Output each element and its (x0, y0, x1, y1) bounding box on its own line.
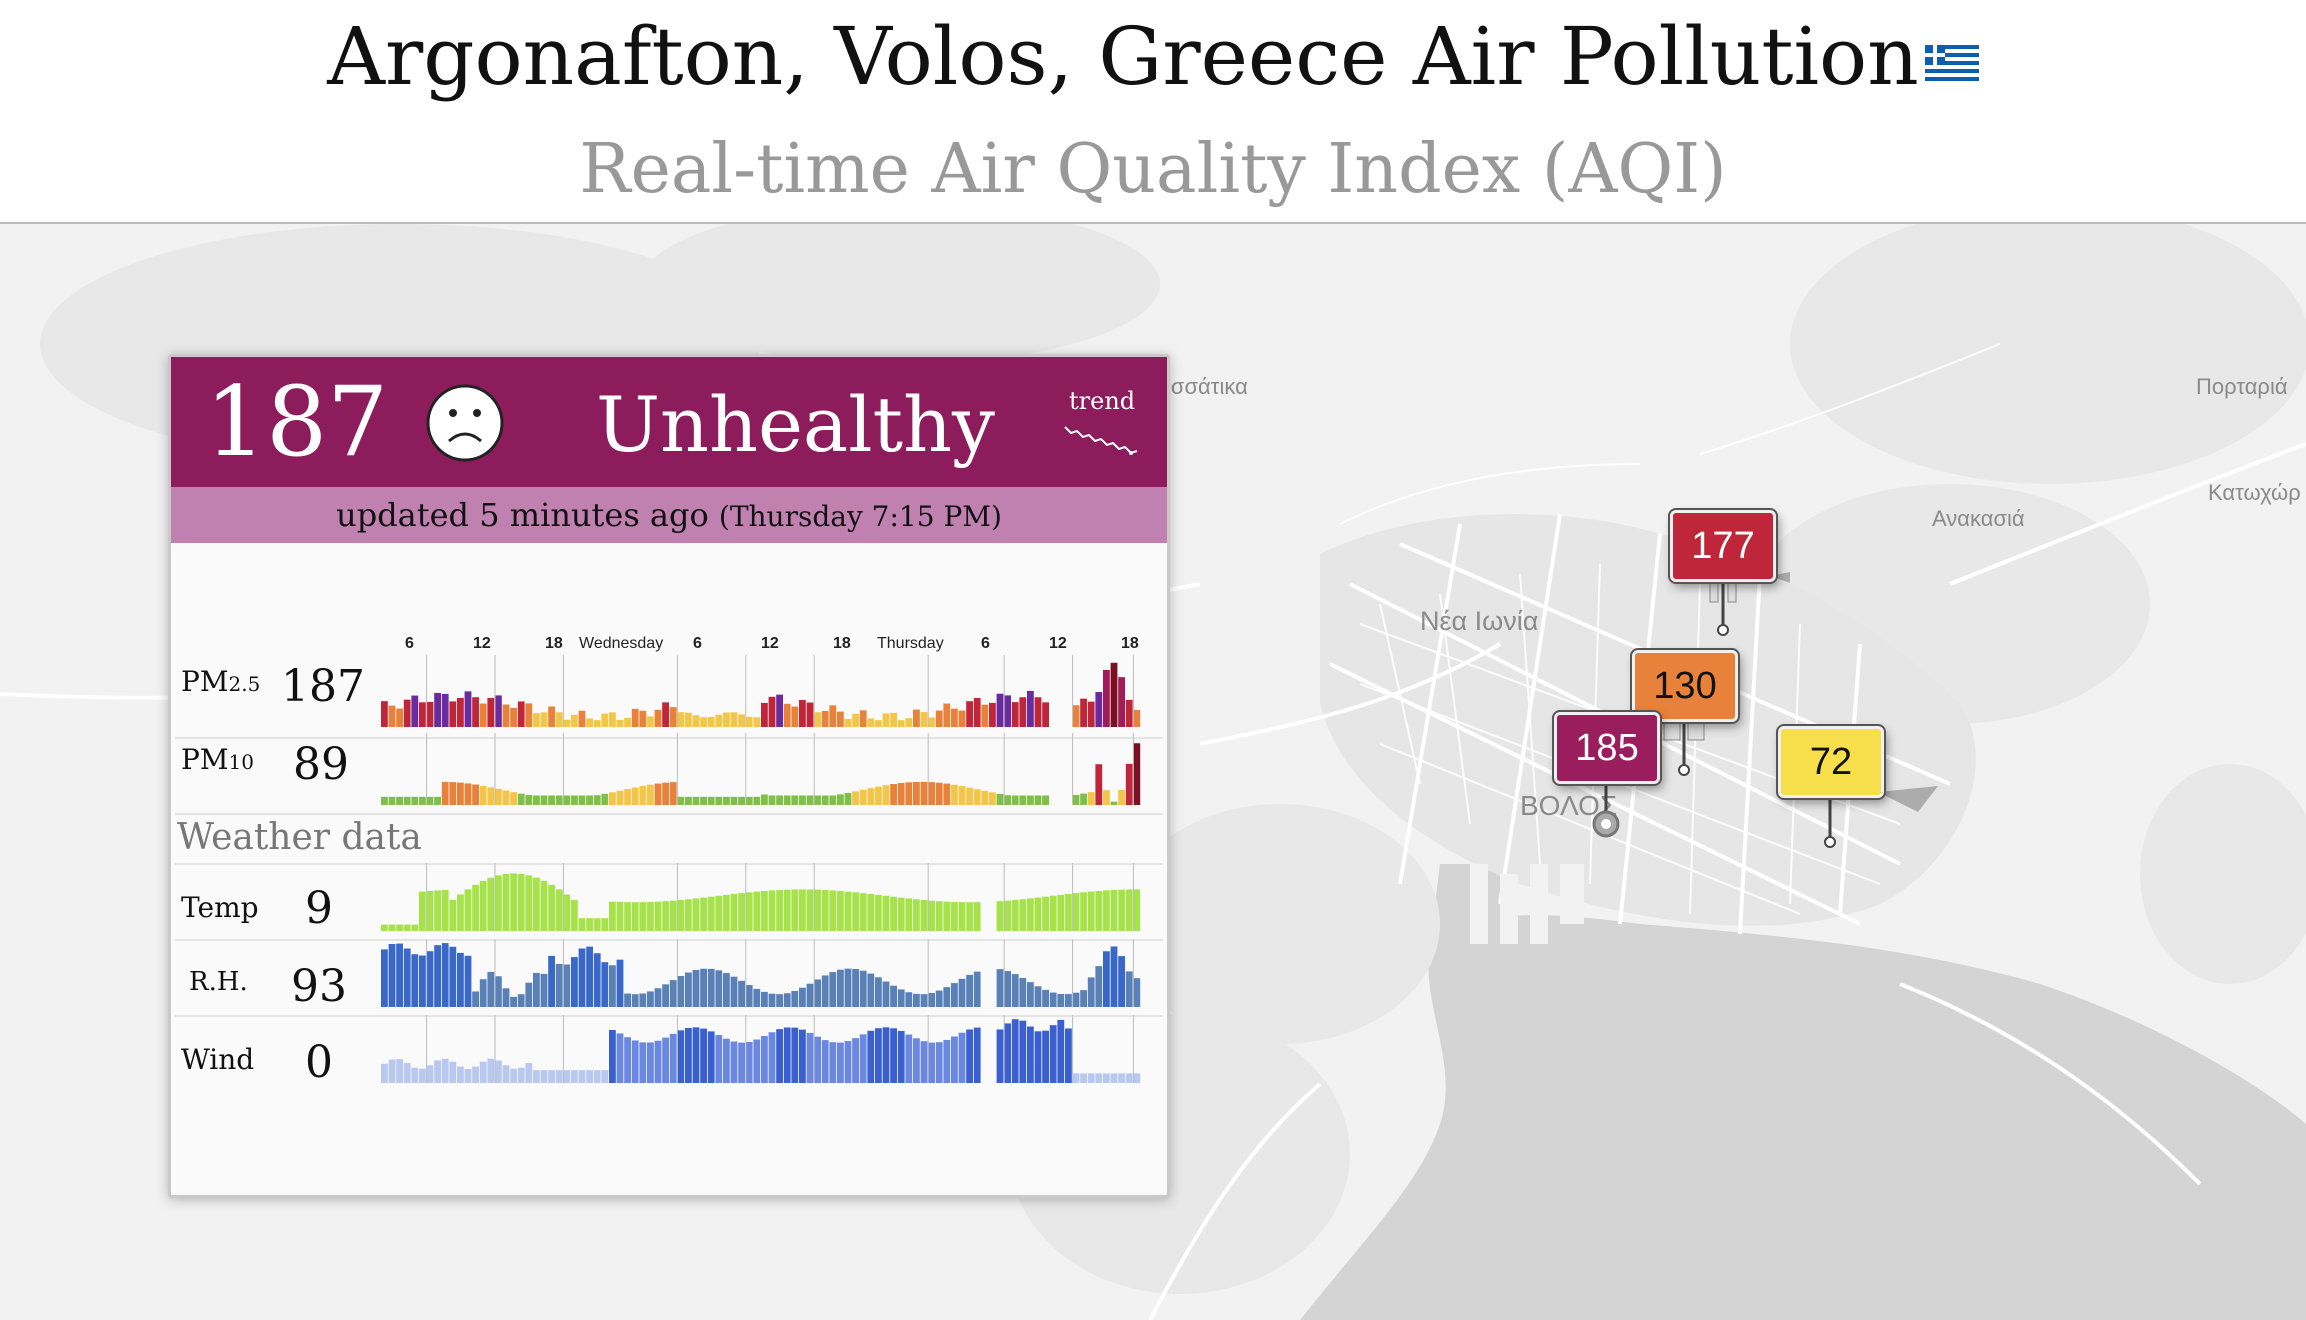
pm25-label-main: PM (181, 665, 229, 698)
tick-label: 18 (1121, 635, 1139, 652)
row-separator (175, 813, 1163, 815)
rh-history-bars[interactable] (381, 939, 1141, 1015)
pm25-label-sub: 2.5 (228, 672, 261, 696)
tick-label: 12 (761, 635, 779, 652)
updated-text: updated 5 minutes ago (336, 496, 709, 534)
aqi-info-card: 187 Unhealthy trend updated 5 minutes ag… (168, 354, 1170, 1198)
row-separator (175, 863, 1163, 865)
tick-label: Wednesday (579, 635, 664, 652)
pm10-label-main: PM (181, 743, 229, 776)
temp-history-bars[interactable] (381, 863, 1141, 939)
station-aqi-value: 130 (1632, 650, 1738, 722)
page-header: Argonafton, Volos, Greece Air Pollution … (0, 0, 2306, 224)
tick-label: 12 (473, 635, 491, 652)
page-title: Argonafton, Volos, Greece Air Pollution (0, 2, 2306, 112)
rh-value: 93 (291, 961, 347, 1012)
trend-sparkline-icon[interactable] (1061, 419, 1141, 459)
aqi-header-bar: 187 Unhealthy trend (171, 357, 1167, 487)
aqi-value: 187 (205, 366, 389, 478)
tick-label: 18 (545, 635, 563, 652)
tick-label: 6 (405, 635, 414, 652)
map-label-portaria: Πορταριά (2196, 374, 2288, 399)
wind-value: 0 (305, 1037, 333, 1088)
trend-label[interactable]: trend (1069, 387, 1136, 415)
row-separator (175, 939, 1163, 941)
wind-history-bars[interactable] (381, 1015, 1141, 1091)
row-separator (175, 1015, 1163, 1017)
pm25-value: 187 (281, 661, 365, 712)
marker-pin-icon (1824, 786, 1938, 848)
pm10-label: PM10 (181, 743, 254, 776)
temp-label: Temp (181, 891, 259, 924)
station-aqi-value: 185 (1554, 712, 1660, 784)
map-label-lissatika: ισσάτικα (1166, 374, 1248, 399)
pm10-value: 89 (293, 739, 349, 790)
updated-time: (Thursday 7:15 PM) (718, 500, 1002, 533)
tick-label: Thursday (877, 635, 944, 652)
sad-face-icon (426, 384, 504, 462)
rh-label: R.H. (189, 967, 248, 997)
map-label-anakasia: Ανακασιά (1932, 506, 2025, 531)
pm10-label-sub: 10 (228, 750, 254, 774)
tick-label: 12 (1049, 635, 1067, 652)
wind-label: Wind (181, 1043, 255, 1076)
page-title-text: Argonafton, Volos, Greece Air Pollution (327, 10, 1919, 103)
update-bar: updated 5 minutes ago (Thursday 7:15 PM) (171, 487, 1167, 543)
temp-value: 9 (305, 883, 333, 934)
marker-pin-icon (1592, 778, 1620, 838)
marker-pin-icon (1663, 715, 1705, 776)
tick-label: 6 (693, 635, 702, 652)
row-separator (175, 737, 1163, 739)
station-aqi-value: 72 (1778, 726, 1884, 798)
page-subtitle: Real-time Air Quality Index (AQI) (579, 130, 1727, 209)
map-label-nea-ionia: Νέα Ιωνία (1420, 606, 1539, 636)
card-body: 6 12 18 Wednesday 6 12 18 Thursday 6 12 … (171, 543, 1167, 1193)
tick-label: 6 (981, 635, 990, 652)
pm25-history-bars[interactable] (381, 655, 1141, 735)
pm25-label: PM2.5 (181, 665, 260, 698)
aqi-status-text: Unhealthy (596, 380, 995, 469)
greece-flag-icon (1924, 45, 1979, 81)
station-aqi-value: 177 (1670, 510, 1776, 582)
map-label-katochori: Κατωχώρ (2208, 480, 2301, 505)
pm10-history-bars[interactable] (381, 733, 1141, 813)
tick-label: 18 (833, 635, 851, 652)
weather-data-title: Weather data (177, 817, 422, 858)
